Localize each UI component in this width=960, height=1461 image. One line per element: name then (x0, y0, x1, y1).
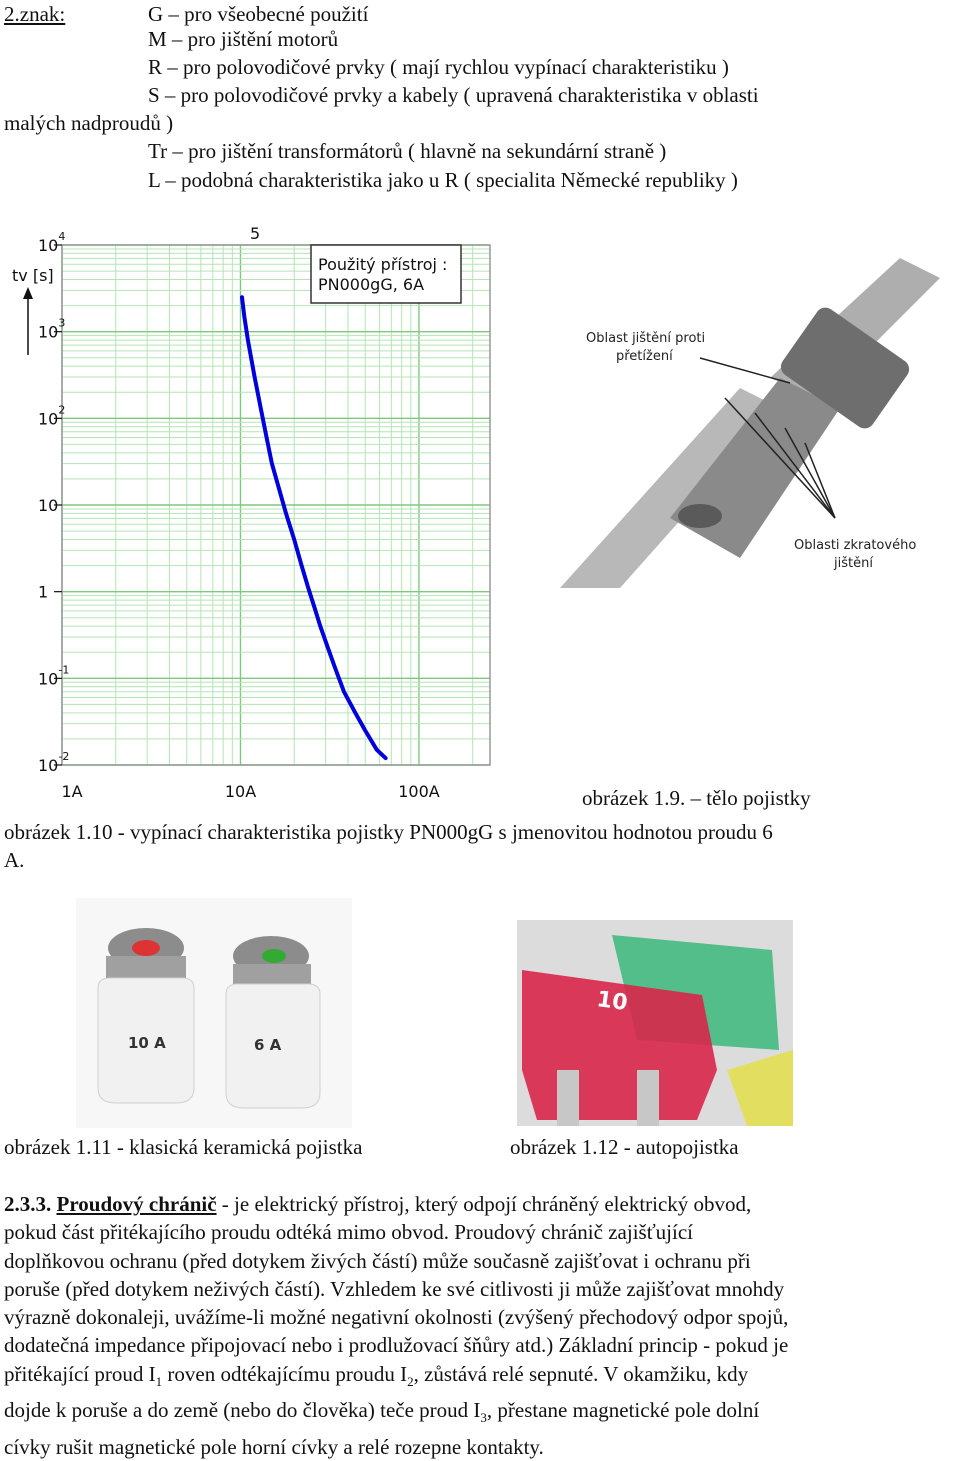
line-7-part-b: roven odtékajícímu proudu I (162, 1361, 408, 1386)
curve-label: 5 (250, 224, 260, 243)
auto-fuse-photo: 10 (517, 920, 793, 1126)
fuse-label-left: 10 A (128, 1034, 166, 1052)
pointer-short-3 (784, 427, 836, 519)
paragraph-line-7: přitékající proud I1 roven odtékajícímu … (4, 1360, 944, 1396)
fuse-yellow (727, 1050, 793, 1126)
pointer-overload (699, 357, 791, 384)
paragraph-line-6: dodatečná impedance připojovací nebo i p… (4, 1333, 789, 1358)
callout-short-line-1: Oblasti zkratového (794, 538, 916, 553)
characteristic-curve (240, 295, 388, 761)
fuse-ring (678, 504, 722, 528)
callout-short-line-2: jištění (833, 556, 873, 571)
caption-fig-1-9: obrázek 1.9. – tělo pojistky (582, 786, 811, 810)
line-7-part-c: , zůstává relé sepnuté. V okamžiku, kdy (413, 1361, 749, 1386)
fuse-label-right: 6 A (254, 1036, 282, 1054)
x-tick-label: 1A (61, 782, 82, 801)
line-8-part-a: dojde k poruše a do země (nebo do člověk… (4, 1398, 481, 1423)
x-tick-label: 100A (398, 782, 440, 801)
paragraph-line-1: 2.3.3. Proudový chránič - je elektrický … (4, 1190, 944, 1218)
y-tick-label: 1 (38, 583, 48, 602)
ceramic-fuse-photo: 10 A 6 A (76, 898, 352, 1128)
paragraph-line-3: doplňkovou ochranu (před dotykem živých … (4, 1248, 751, 1273)
intro-line-s-cont: malých nadproudů ) (4, 111, 174, 135)
y-axis-arrowhead (23, 287, 33, 299)
pointer-short-1 (724, 397, 836, 519)
intro-line-l: L – podobná charakteristika jako u R ( s… (148, 168, 738, 192)
fuse-blade-left (557, 1070, 579, 1126)
pointer-short-4 (804, 442, 836, 519)
paragraph-line-9: cívky rušit magnetické pole horní cívky … (4, 1434, 544, 1459)
y-axis-label: tv [s] (12, 266, 54, 285)
chart-grid (61, 244, 490, 766)
legend-box (310, 244, 462, 304)
fuse-blade-right (637, 1070, 659, 1126)
caption-fig-1-11: obrázek 1.11 - klasická keramická pojist… (4, 1135, 363, 1159)
section-paragraph: 2.3.3. Proudový chránič - je elektrický … (4, 1190, 944, 1461)
paragraph-line-1-text: - je elektrický přístroj, který odpojí c… (216, 1192, 752, 1216)
subscript-1: 1 (155, 1373, 163, 1389)
callout-overload-line-2: přetížení (616, 349, 673, 364)
auto-fuse-label: 10 (595, 987, 629, 1016)
section-title: Proudový chránič (56, 1192, 217, 1216)
caption-fig-1-12: obrázek 1.12 - autopojistka (510, 1135, 739, 1159)
y-tick-label: 10-1 (38, 663, 69, 688)
fuse-body-photo: Oblast jištění proti přetížení Oblasti z… (540, 258, 945, 628)
intro-line-m: M – pro jištění motorů (148, 27, 339, 51)
fuse-ceramic-left (97, 977, 195, 1104)
section-heading: 2.znak: (4, 2, 66, 26)
intro-line-s: S – pro polovodičové prvky a kabely ( up… (148, 83, 759, 107)
paragraph-line-2: pokud část přitékajícího proudu odtéká m… (4, 1220, 693, 1245)
indicator-red-icon (132, 940, 160, 956)
fuse-flange (780, 307, 910, 429)
intro-line-tr: Tr – pro jištění transformátorů ( hlavně… (148, 139, 667, 163)
section-number: 2.3.3. (4, 1192, 52, 1216)
caption-fig-1-10-line-2: A. (4, 848, 25, 872)
indicator-green-icon (262, 949, 286, 963)
line-7-part-a: přitékající proud I (4, 1361, 156, 1386)
intro-line-g: G – pro všeobecné použití (148, 2, 369, 26)
y-tick-label: 10-2 (38, 750, 69, 775)
callout-overload-line-1: Oblast jištění proti (586, 331, 705, 346)
intro-line-r: R – pro polovodičové prvky ( mají rychlo… (148, 55, 729, 79)
x-tick-label: 10A (225, 782, 256, 801)
fuse-ceramic-right (225, 983, 321, 1109)
y-tick-label: 10 (38, 496, 58, 515)
pointer-short-2 (754, 412, 836, 519)
legend-line-2: PN000gG, 6A (318, 275, 424, 294)
rail-left (560, 388, 780, 588)
subscript-3: 3 (480, 1410, 487, 1426)
caption-fig-1-10-line-1: obrázek 1.10 - vypínací charakteristika … (4, 820, 773, 844)
line-8-part-b: , přestane magnetické pole dolní (486, 1398, 760, 1423)
paragraph-line-5: výrazně dokonaleji, uvážíme-li možné neg… (4, 1305, 789, 1330)
paragraph-line-4: poruše (před dotykem neživých částí). Vz… (4, 1276, 785, 1301)
paragraph-line-8: dojde k poruše a do země (nebo do člověk… (4, 1396, 944, 1432)
subscript-2: 2 (407, 1373, 414, 1389)
legend-line-1: Použitý přístroj : (318, 255, 447, 274)
